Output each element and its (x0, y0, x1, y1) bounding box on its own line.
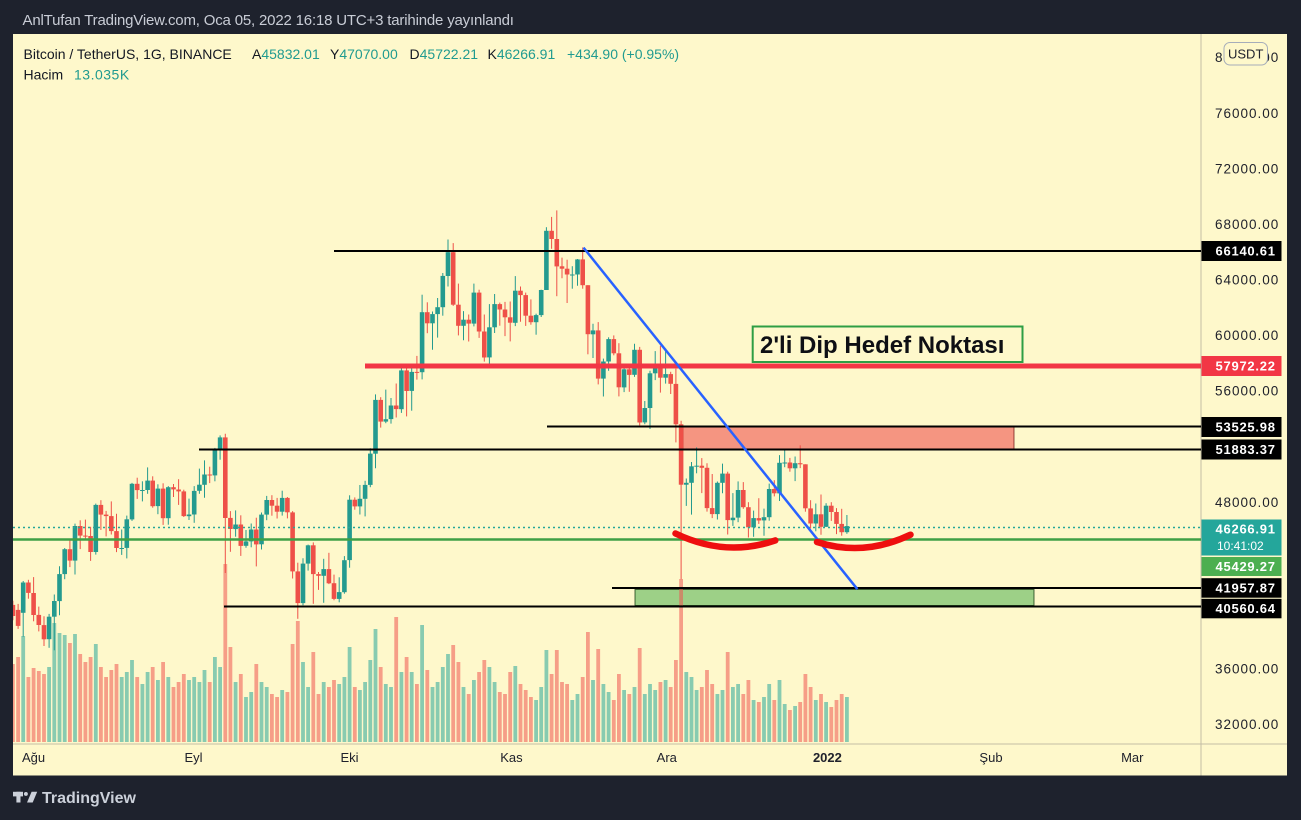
svg-text:Kas: Kas (500, 750, 523, 765)
svg-text:Bitcoin / TetherUS, 1G, BINANC: Bitcoin / TetherUS, 1G, BINANCE (24, 46, 232, 62)
svg-text:48000.00: 48000.00 (1215, 495, 1279, 510)
svg-text:USDT: USDT (1228, 47, 1263, 62)
svg-text:40560.64: 40560.64 (1216, 601, 1276, 616)
svg-text:53525.98: 53525.98 (1216, 420, 1276, 435)
svg-text:Hacim 13.035K: Hacim 13.035K (24, 67, 130, 83)
svg-text:Eyl: Eyl (184, 750, 202, 765)
svg-text:10:41:02: 10:41:02 (1217, 539, 1264, 553)
svg-text:2022: 2022 (813, 750, 842, 765)
svg-text:45429.27: 45429.27 (1216, 559, 1276, 574)
svg-text:Ağu: Ağu (22, 750, 45, 765)
svg-text:36000.00: 36000.00 (1215, 662, 1279, 677)
svg-text:32000.00: 32000.00 (1215, 717, 1279, 732)
svg-text:66140.61: 66140.61 (1216, 244, 1276, 259)
svg-text:AnlTufan TradingView.com, Oca: AnlTufan TradingView.com, Oca 05, 2022 1… (23, 12, 514, 29)
svg-text:Şub: Şub (979, 750, 1002, 765)
svg-text:41957.87: 41957.87 (1216, 581, 1276, 596)
svg-text:TradingView: TradingView (42, 790, 137, 807)
svg-text:Ara: Ara (657, 750, 678, 765)
svg-text:51883.37: 51883.37 (1216, 442, 1276, 457)
svg-text:57972.22: 57972.22 (1216, 359, 1276, 374)
svg-text:76000.00: 76000.00 (1215, 106, 1279, 121)
svg-text:72000.00: 72000.00 (1215, 161, 1279, 176)
svg-text:Mar: Mar (1121, 750, 1144, 765)
svg-text:46266.91: 46266.91 (1216, 521, 1276, 536)
svg-text:68000.00: 68000.00 (1215, 217, 1279, 232)
svg-text:56000.00: 56000.00 (1215, 384, 1279, 399)
svg-text:Eki: Eki (340, 750, 358, 765)
svg-text:64000.00: 64000.00 (1215, 273, 1279, 288)
svg-text:60000.00: 60000.00 (1215, 328, 1279, 343)
svg-text:2'li Dip Hedef Noktası: 2'li Dip Hedef Noktası (760, 332, 1004, 359)
